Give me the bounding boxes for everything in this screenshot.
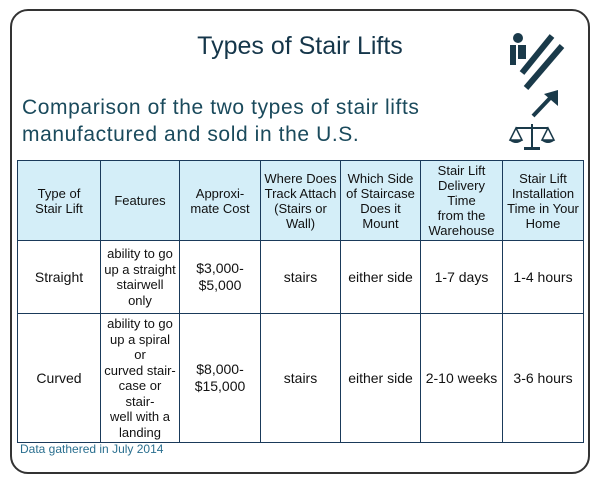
table-cell: 2-10 weeks [420,313,503,443]
table-cell: either side [340,313,421,443]
subtitle: Comparison of the two types of stair lif… [22,96,420,146]
table-cell: stairs [260,240,341,314]
comparison-table: Type of Stair Lift Features Approxi- mate … [17,160,584,443]
header-row: Type of Stair Lift Features Approxi- mate … [17,160,584,241]
table-cell: ability to go up a spiral or curved stai… [100,313,180,443]
table-cell: either side [340,240,421,314]
table-cell: Curved [17,313,101,443]
table-cell: $8,000- $15,000 [179,313,261,443]
table-cell: 1-7 days [420,240,503,314]
table-row: Curved ability to go up a spiral or curve… [17,313,584,443]
footnote: Data gathered in July 2014 [20,442,164,456]
table-cell: ability to go up a straight stairwell on… [100,240,180,314]
header-cell: Stair Lift Installation Time in Your Hom… [502,160,584,241]
table-cell: $3,000- $5,000 [179,240,261,314]
header-cell: Which Side of Staircase Does it Mount [340,160,421,241]
table-cell: 3-6 hours [502,313,584,443]
header-cell: Approxi- mate Cost [179,160,261,241]
table-cell: stairs [260,313,341,443]
header-cell: Stair Lift Delivery Time from the Wareho… [420,160,503,241]
header-cell: Where Does Track Attach (Stairs or Wall) [260,160,341,241]
table-cell: Straight [17,240,101,314]
table-row: Straight ability to go up a straight stai… [17,240,584,314]
header-cell: Type of Stair Lift [17,160,101,241]
table-cell: 1-4 hours [502,240,584,314]
title: Types of Stair Lifts [197,32,403,60]
stair-lift-icon [508,33,565,150]
header-cell: Features [100,160,180,241]
card [10,9,590,474]
